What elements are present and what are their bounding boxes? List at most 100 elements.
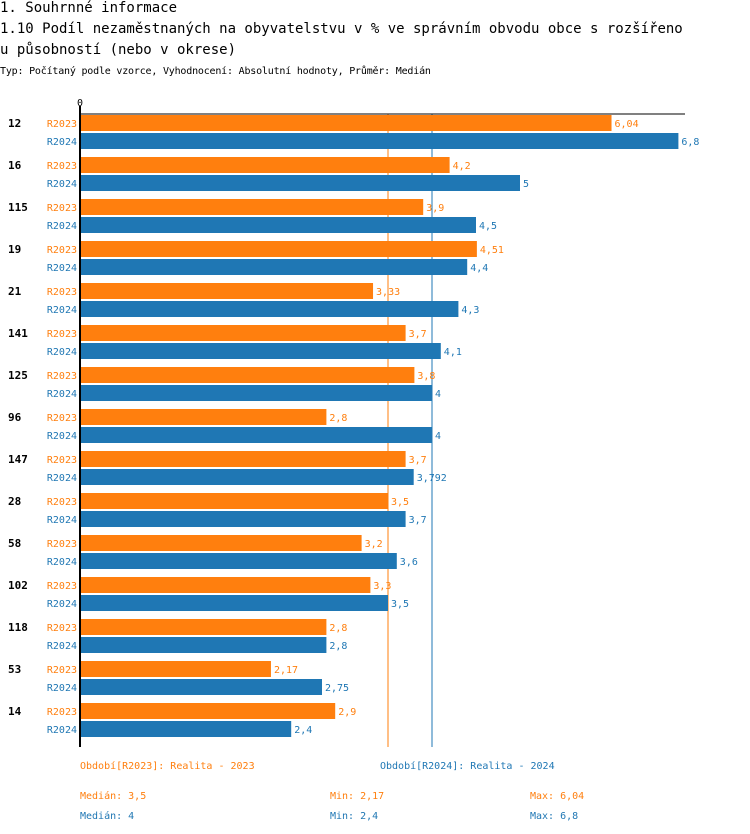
bar-r2024: [80, 301, 459, 317]
max-r2024: Max: 6,8: [530, 811, 579, 822]
bar-r2023: [80, 409, 327, 425]
category-label: 19: [8, 243, 21, 256]
series-label: R2024: [47, 305, 77, 316]
category-label: 118: [8, 621, 28, 634]
bar-r2023: [80, 283, 374, 299]
series-label: R2024: [47, 683, 77, 694]
category-label: 58: [8, 537, 21, 550]
bar-r2023: [80, 115, 612, 131]
bar-r2024: [80, 553, 397, 569]
value-label: 5: [523, 179, 529, 190]
value-label: 2,8: [329, 413, 347, 424]
bar-r2024: [80, 511, 406, 527]
series-label: R2024: [47, 431, 77, 442]
bar-r2023: [80, 367, 415, 383]
bar-r2024: [80, 259, 468, 275]
series-label: R2024: [47, 263, 77, 274]
series-label: R2024: [47, 599, 77, 610]
series-label: R2024: [47, 179, 77, 190]
max-r2023: Max: 6,04: [530, 791, 585, 802]
series-label: R2023: [47, 581, 77, 592]
series-label: R2024: [47, 557, 77, 568]
value-label: 3,5: [391, 497, 409, 508]
value-label: 2,8: [329, 623, 347, 634]
bar-r2024: [80, 637, 327, 653]
section-heading: 1. Souhrnné informace: [0, 0, 178, 16]
bar-r2024: [80, 133, 679, 149]
median-r2023: Medián: 3,5: [80, 791, 147, 802]
series-label: R2023: [47, 623, 77, 634]
value-label: 3,2: [365, 539, 383, 550]
value-label: 3,792: [417, 473, 447, 484]
value-label: 4,51: [480, 245, 504, 256]
series-label: R2023: [47, 455, 77, 466]
value-label: 3,7: [409, 515, 427, 526]
bar-r2024: [80, 679, 322, 695]
series-label: R2023: [47, 245, 77, 256]
series-label: R2024: [47, 515, 77, 526]
category-label: 28: [8, 495, 21, 508]
min-r2024: Min: 2,4: [330, 811, 379, 822]
series-label: R2023: [47, 413, 77, 424]
category-label: 53: [8, 663, 21, 676]
value-label: 3,5: [391, 599, 409, 610]
series-label: R2023: [47, 203, 77, 214]
bar-r2023: [80, 157, 450, 173]
value-label: 3,7: [409, 455, 427, 466]
category-label: 147: [8, 453, 28, 466]
category-label: 102: [8, 579, 28, 592]
value-label: 3,8: [417, 371, 435, 382]
bar-r2023: [80, 535, 362, 551]
value-label: 3,33: [376, 287, 400, 298]
chart-subtitle: Typ: Počítaný podle vzorce, Vyhodnocení:…: [0, 66, 431, 77]
value-label: 6,8: [681, 137, 699, 148]
bar-r2024: [80, 721, 292, 737]
median-r2024: Medián: 4: [80, 811, 135, 822]
value-label: 2,75: [325, 683, 349, 694]
series-label: R2023: [47, 665, 77, 676]
value-label: 3,3: [373, 581, 391, 592]
value-label: 6,04: [615, 119, 639, 130]
x-tick-label: 0: [77, 98, 83, 109]
series-label: R2024: [47, 137, 77, 148]
bar-r2024: [80, 595, 388, 611]
bar-r2024: [80, 427, 432, 443]
bar-r2024: [80, 343, 441, 359]
value-label: 2,4: [294, 725, 312, 736]
category-label: 12: [8, 117, 21, 130]
category-label: 96: [8, 411, 22, 424]
value-label: 2,9: [338, 707, 356, 718]
value-label: 3,7: [409, 329, 427, 340]
value-label: 3,6: [400, 557, 418, 568]
series-label: R2024: [47, 347, 77, 358]
series-label: R2023: [47, 371, 77, 382]
series-label: R2023: [47, 119, 77, 130]
category-label: 16: [8, 159, 22, 172]
bar-r2024: [80, 469, 414, 485]
series-label: R2023: [47, 707, 77, 718]
bar-r2023: [80, 619, 327, 635]
value-label: 4,4: [470, 263, 488, 274]
category-label: 21: [8, 285, 22, 298]
value-label: 4: [435, 431, 441, 442]
bar-r2023: [80, 199, 424, 215]
legend-r2023: Období[R2023]: Realita - 2023: [80, 761, 255, 772]
series-label: R2024: [47, 641, 77, 652]
value-label: 4,5: [479, 221, 497, 232]
category-label: 125: [8, 369, 28, 382]
series-label: R2023: [47, 329, 77, 340]
bar-r2023: [80, 577, 371, 593]
series-label: R2024: [47, 473, 77, 484]
category-label: 115: [8, 201, 28, 214]
bar-r2023: [80, 451, 406, 467]
series-label: R2023: [47, 539, 77, 550]
value-label: 4,2: [453, 161, 471, 172]
value-label: 4: [435, 389, 441, 400]
series-label: R2024: [47, 389, 77, 400]
min-r2023: Min: 2,17: [330, 791, 385, 802]
series-label: R2024: [47, 221, 77, 232]
bar-r2023: [80, 703, 336, 719]
category-label: 14: [8, 705, 22, 718]
bar-r2023: [80, 325, 406, 341]
